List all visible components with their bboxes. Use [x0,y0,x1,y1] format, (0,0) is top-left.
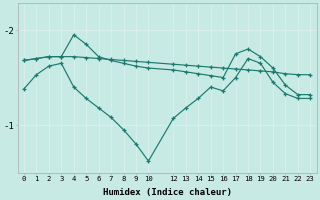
X-axis label: Humidex (Indice chaleur): Humidex (Indice chaleur) [103,188,232,197]
